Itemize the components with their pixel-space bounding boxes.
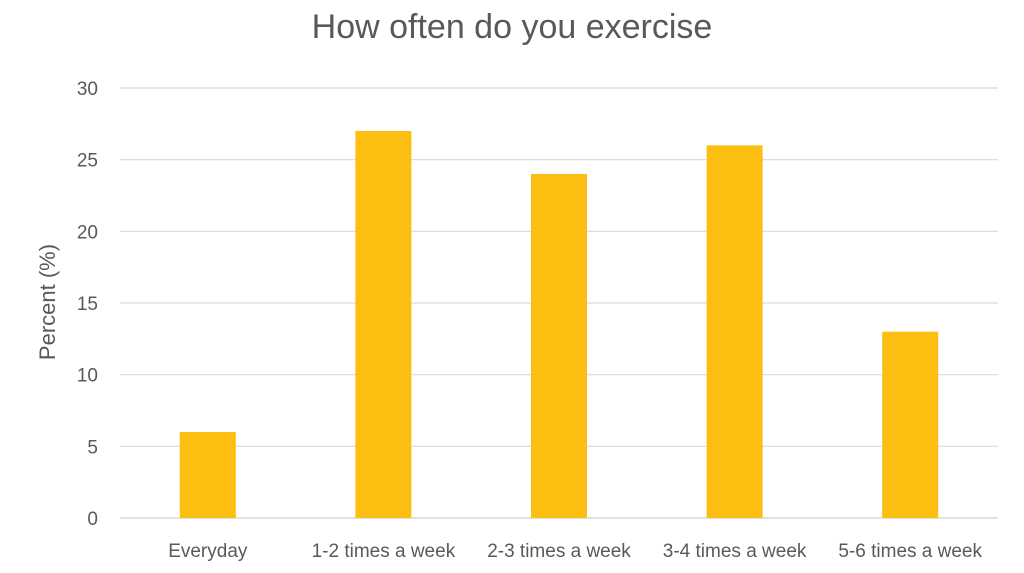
x-axis-ticks: Everyday 1-2 times a week 2-3 times a week… xyxy=(168,541,982,562)
x-tick-label: 5-6 times a week xyxy=(838,541,982,562)
y-tick-label: 5 xyxy=(87,437,98,458)
bar xyxy=(531,174,587,518)
y-tick-label: 0 xyxy=(87,509,98,530)
bar xyxy=(882,331,939,518)
bar xyxy=(355,131,412,518)
chart-title: How often do you exercise xyxy=(311,8,713,46)
x-tick-label: Everyday xyxy=(168,541,248,562)
y-tick-label: 20 xyxy=(77,222,98,243)
bar xyxy=(706,145,763,519)
y-axis-ticks: 0 5 10 15 20 25 30 xyxy=(77,79,98,530)
bars xyxy=(179,131,939,519)
bar xyxy=(179,432,236,518)
x-tick-label: 2-3 times a week xyxy=(487,541,631,562)
y-tick-label: 10 xyxy=(77,366,98,387)
y-tick-label: 25 xyxy=(77,151,98,172)
x-tick-label: 1-2 times a week xyxy=(312,541,456,562)
y-tick-label: 15 xyxy=(77,294,98,315)
y-tick-label: 30 xyxy=(77,79,98,100)
x-tick-label: 3-4 times a week xyxy=(663,541,807,562)
